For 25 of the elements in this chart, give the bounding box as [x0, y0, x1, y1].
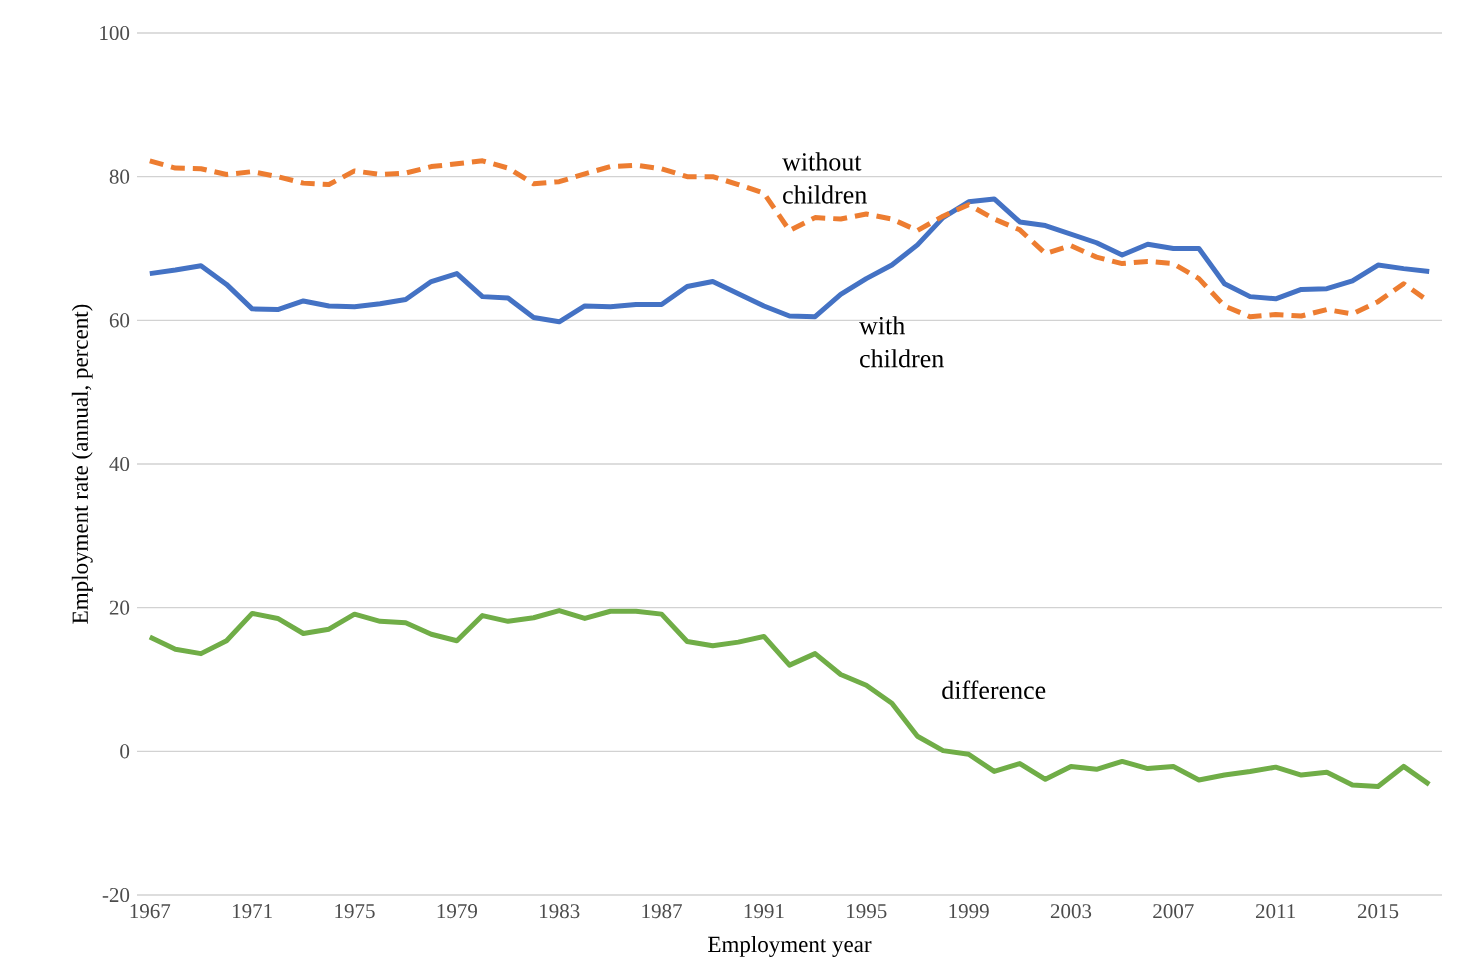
y-tick-label: 0	[120, 744, 130, 759]
x-tick-label: 1979	[437, 904, 477, 919]
x-tick-label: 1967	[130, 904, 171, 919]
x-tick-label: 1995	[847, 904, 887, 919]
x-tick-label: 1983	[540, 904, 580, 919]
y-tick-label: 40	[109, 456, 130, 472]
x-tick-label: 2011	[1255, 904, 1296, 919]
x-tick-label: 2003	[1050, 904, 1092, 919]
series-label: without children	[782, 152, 867, 204]
x-tick-label: 1991	[744, 904, 784, 919]
x-tick-label: 2015	[1357, 904, 1399, 919]
x-axis-title: Employment year	[708, 935, 872, 957]
x-tick-label: 1987	[642, 904, 682, 919]
x-tick-label: 2007	[1153, 904, 1194, 919]
series-label: difference	[942, 680, 1046, 700]
x-tick-label: 1971	[233, 904, 272, 919]
y-tick-label: -20	[102, 887, 130, 903]
x-tick-label: 1999	[949, 904, 989, 919]
x-tick-label: 1975	[335, 904, 375, 919]
y-tick-label: 100	[100, 25, 130, 41]
series-label: with children	[859, 316, 944, 368]
y-tick-label: 60	[109, 313, 130, 328]
y-tick-label: 20	[109, 600, 130, 615]
y-tick-label: 80	[109, 169, 130, 184]
y-axis-title: Employment rate (annual, percent)	[71, 304, 93, 624]
